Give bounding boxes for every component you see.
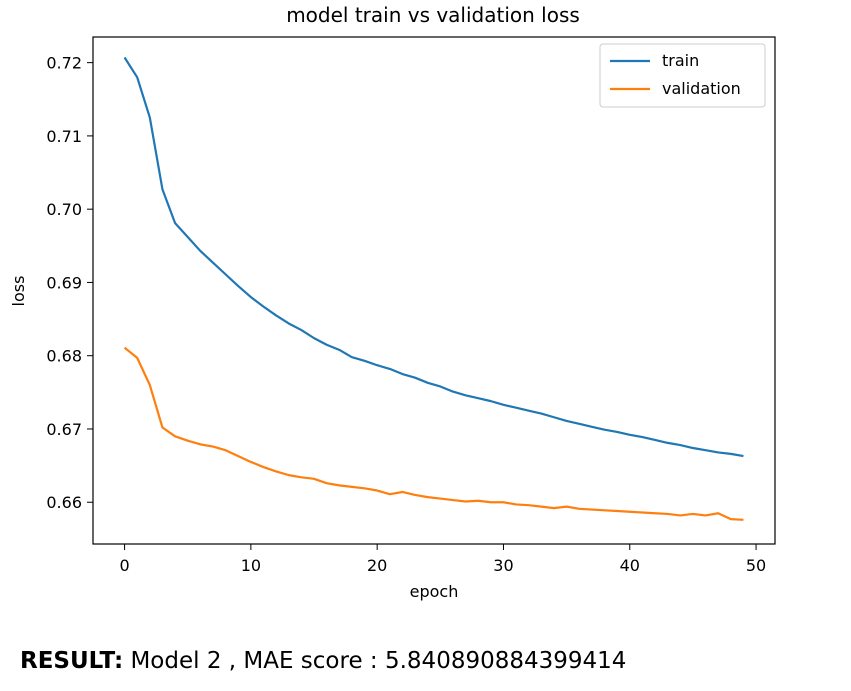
y-tick-label: 0.66 [46, 493, 82, 512]
y-tick-label: 0.70 [46, 200, 82, 219]
legend-label-train: train [662, 51, 699, 70]
result-label: RESULT: [20, 648, 124, 674]
plot-area [92, 36, 776, 545]
x-tick-label: 10 [241, 556, 261, 575]
result-summary: RESULT: Model 2 , MAE score : 5.84089088… [20, 648, 626, 674]
y-tick-label: 0.71 [46, 127, 82, 146]
legend: train validation [599, 43, 766, 108]
y-tick-label: 0.69 [46, 273, 82, 292]
series-line-train [123, 56, 744, 458]
result-text: Model 2 , MAE score : 5.840890884399414 [123, 648, 627, 674]
x-tick-label: 0 [119, 556, 129, 575]
loss-chart: model train vs validation loss 0.660.670… [9, 3, 776, 601]
y-axis-label: loss [9, 276, 28, 307]
x-tick-label: 30 [493, 556, 513, 575]
legend-label-validation: validation [662, 79, 741, 98]
series-line-validation [123, 346, 744, 521]
y-tick-label: 0.72 [46, 54, 82, 73]
legend-box [599, 43, 766, 108]
x-axis-label: epoch [410, 582, 459, 601]
chart-title: model train vs validation loss [286, 3, 580, 27]
y-axis: 0.66 0.67 0.68 0.69 0.70 0.71 0.72 [46, 54, 93, 512]
x-tick-label: 20 [367, 556, 387, 575]
x-tick-label: 50 [746, 556, 766, 575]
y-tick-label: 0.68 [46, 347, 82, 366]
x-axis: 0 10 20 30 40 50 [119, 544, 766, 575]
x-tick-label: 40 [620, 556, 640, 575]
series-lines [123, 56, 744, 521]
y-tick-label: 0.67 [46, 420, 82, 439]
